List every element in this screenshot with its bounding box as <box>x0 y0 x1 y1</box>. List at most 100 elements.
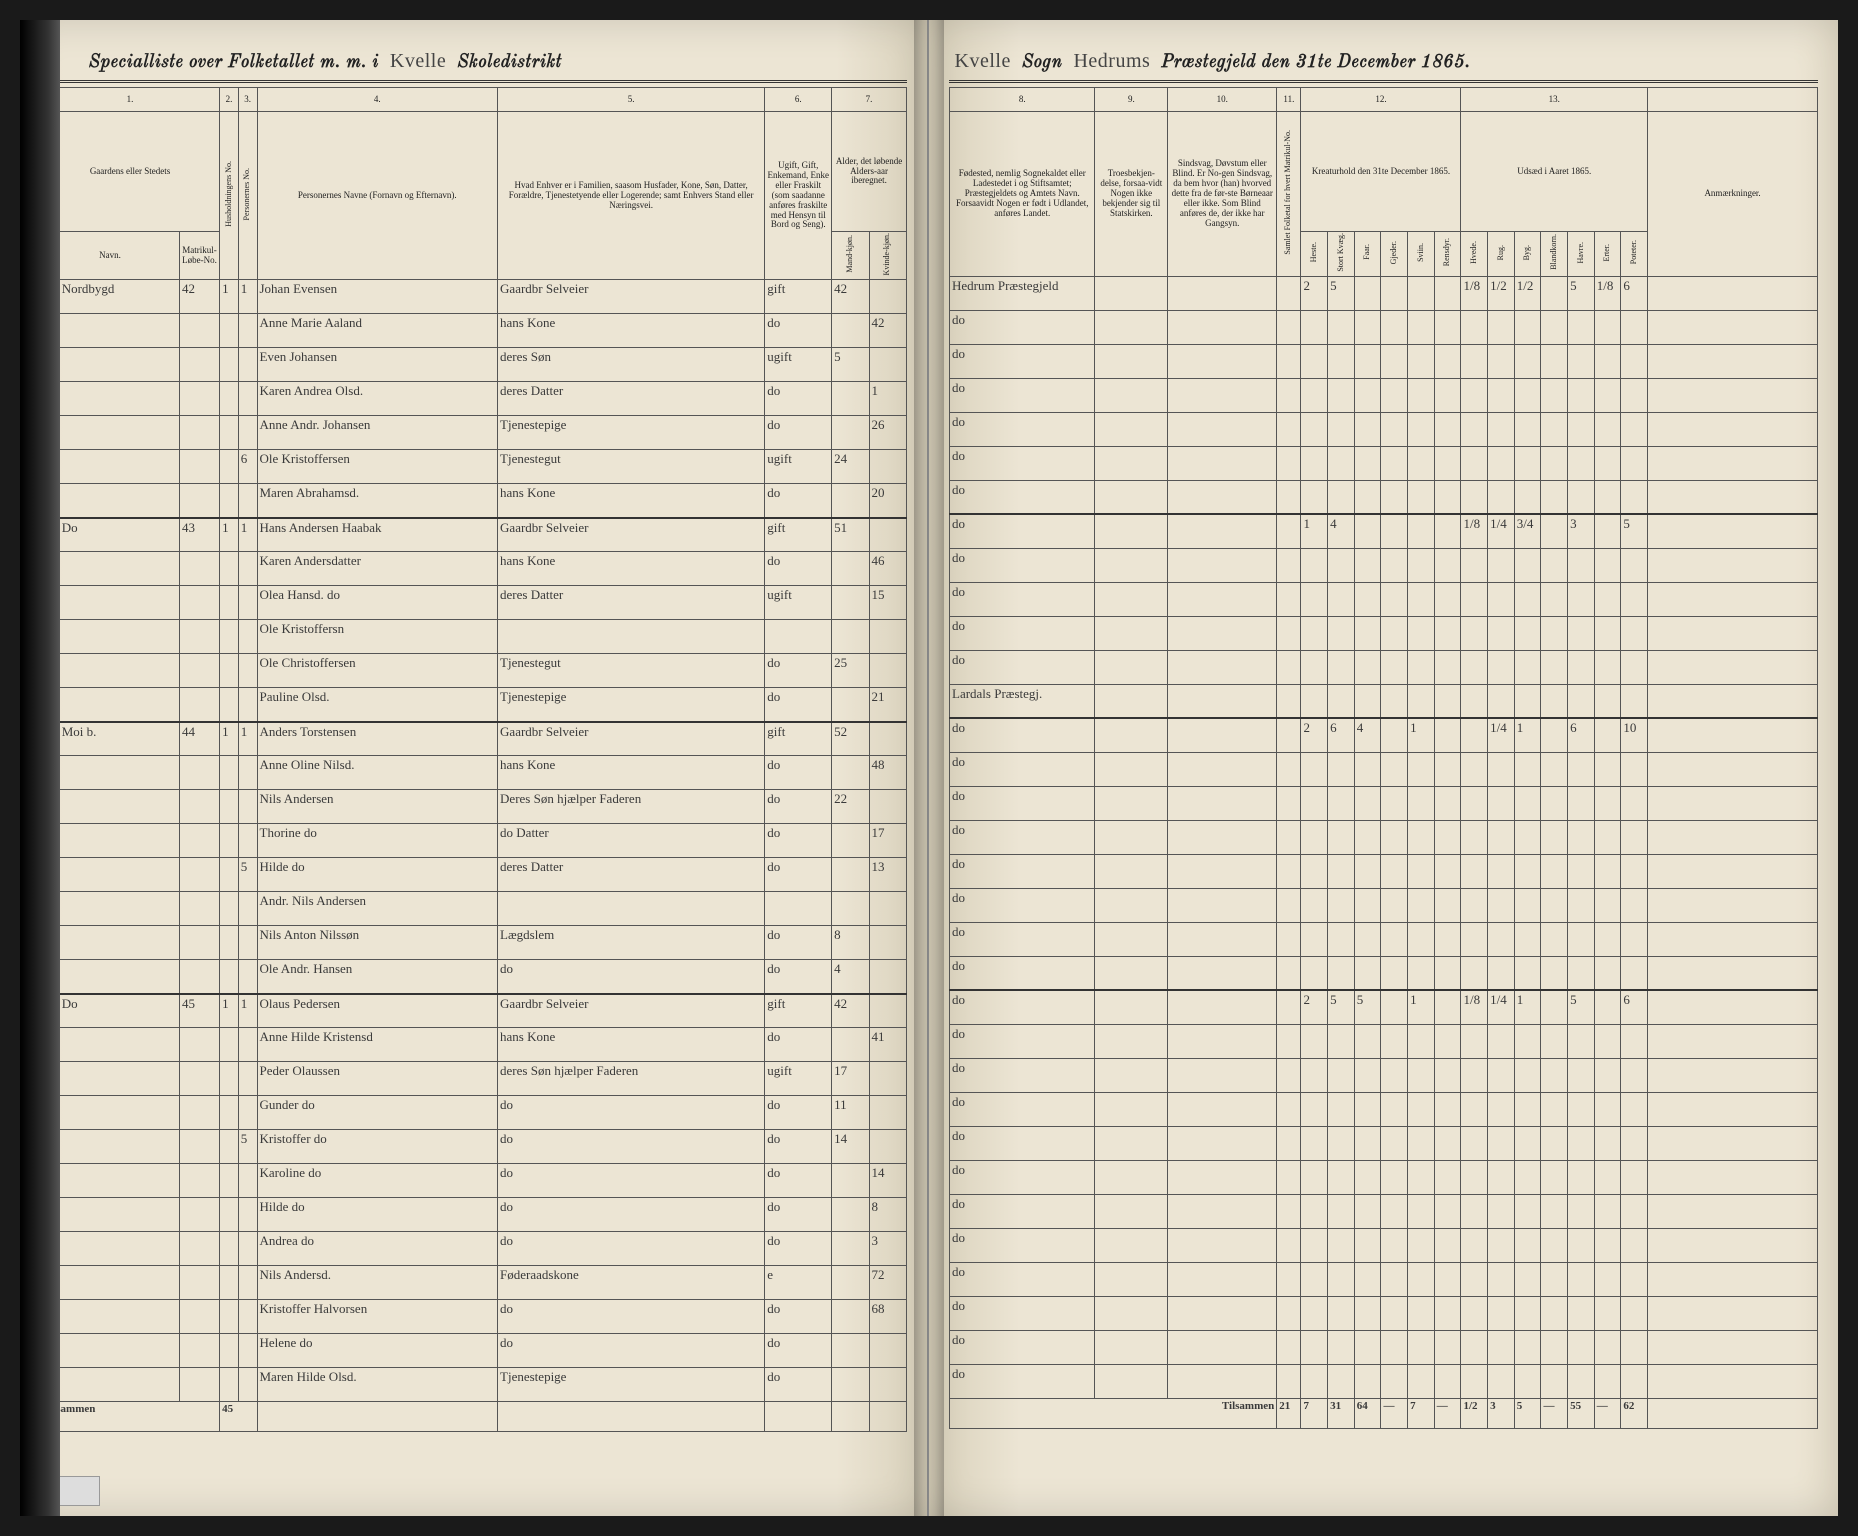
cell <box>1648 854 1818 888</box>
cell <box>1168 718 1277 752</box>
table-row: do <box>950 480 1818 514</box>
cell: 20 <box>869 484 906 518</box>
cell: Karen Andersdatter <box>257 552 498 586</box>
table-row: do <box>950 922 1818 956</box>
cell <box>1381 1228 1408 1262</box>
cell <box>1328 412 1355 446</box>
cell <box>1461 1058 1488 1092</box>
cell <box>1277 786 1301 820</box>
cell: Nils Andersd. <box>257 1266 498 1300</box>
cell <box>1168 1262 1277 1296</box>
cell <box>220 824 239 858</box>
cell <box>238 926 257 960</box>
cell <box>59 620 179 654</box>
cell <box>220 790 239 824</box>
cell <box>1461 922 1488 956</box>
cell <box>1301 378 1328 412</box>
cell <box>238 654 257 688</box>
cell: 2 <box>1301 718 1328 752</box>
cell <box>1488 1126 1515 1160</box>
cell: 8 <box>832 926 869 960</box>
cell <box>1461 684 1488 718</box>
cell: hans Kone <box>498 484 765 518</box>
cell <box>1568 1058 1595 1092</box>
h3: Personernes No. <box>243 168 252 220</box>
cell: do <box>950 310 1095 344</box>
cell: 48 <box>869 756 906 790</box>
table-row: 5Hilde doderes Datterdo13 <box>41 858 907 892</box>
cell <box>1434 1364 1461 1398</box>
table-row: Nils Anton NilssønLægdslemdo8 <box>41 926 907 960</box>
cell <box>1621 820 1648 854</box>
cell <box>1095 1262 1168 1296</box>
cell: 11 <box>832 1096 869 1130</box>
cell: ugift <box>765 450 832 484</box>
prgjeld-name: Hedrums <box>1073 50 1150 72</box>
cell <box>1095 1024 1168 1058</box>
cell <box>238 960 257 994</box>
cell <box>1434 1262 1461 1296</box>
cell: do <box>765 790 832 824</box>
table-row: Andrea dododo3 <box>41 1232 907 1266</box>
cell <box>1594 344 1621 378</box>
cell <box>179 314 219 348</box>
cell <box>1354 548 1381 582</box>
cell <box>1354 1228 1381 1262</box>
cell <box>832 892 869 926</box>
table-row: do <box>950 786 1818 820</box>
cell <box>1095 310 1168 344</box>
cell <box>1277 310 1301 344</box>
cell: 42 <box>179 280 219 314</box>
cell <box>1328 786 1355 820</box>
table-row: do <box>950 1058 1818 1092</box>
cell <box>179 790 219 824</box>
cell <box>1568 684 1595 718</box>
cell <box>220 1198 239 1232</box>
table-row: do <box>950 1160 1818 1194</box>
table-row: do <box>950 650 1818 684</box>
cell <box>1488 1330 1515 1364</box>
cell <box>1488 888 1515 922</box>
cell <box>59 416 179 450</box>
cell <box>1408 1092 1435 1126</box>
cell: Ole Kristoffersn <box>257 620 498 654</box>
table-row: Pauline Olsd.Tjenestepigedo21 <box>41 688 907 722</box>
cell <box>1621 956 1648 990</box>
cell <box>1095 412 1168 446</box>
h1b: Matrikul-Løbe-No. <box>179 232 219 280</box>
table-row: do <box>950 1262 1818 1296</box>
cell <box>1648 1126 1818 1160</box>
cell <box>1277 1126 1301 1160</box>
cell: do <box>498 1300 765 1334</box>
cell <box>1488 1092 1515 1126</box>
cell: 5 <box>1354 990 1381 1024</box>
cell <box>1408 582 1435 616</box>
cell: do <box>765 1300 832 1334</box>
cell: 45 <box>179 994 219 1028</box>
cell <box>1301 956 1328 990</box>
cell <box>1648 514 1818 548</box>
cell <box>1381 480 1408 514</box>
cell <box>179 1164 219 1198</box>
cell: gift <box>765 518 832 552</box>
cell: do <box>950 1058 1095 1092</box>
cell <box>1434 1126 1461 1160</box>
cell <box>869 892 906 926</box>
cell <box>1095 1296 1168 1330</box>
cell <box>1541 1262 1568 1296</box>
cell <box>1621 786 1648 820</box>
table-row: Hedrum Præstegjeld251/81/21/251/86 <box>950 276 1818 310</box>
cell <box>1568 1364 1595 1398</box>
cell <box>1408 412 1435 446</box>
cell <box>832 1232 869 1266</box>
cell <box>1434 1330 1461 1364</box>
cell <box>220 382 239 416</box>
cell <box>179 1028 219 1062</box>
cell <box>1277 1194 1301 1228</box>
cell <box>1541 1058 1568 1092</box>
title-right: Kvelle Sogn Hedrums Præstegjeld den 31te… <box>949 50 1818 83</box>
cell <box>1408 548 1435 582</box>
cell <box>1434 752 1461 786</box>
table-row: do25511/81/4156 <box>950 990 1818 1024</box>
cell <box>1301 1160 1328 1194</box>
